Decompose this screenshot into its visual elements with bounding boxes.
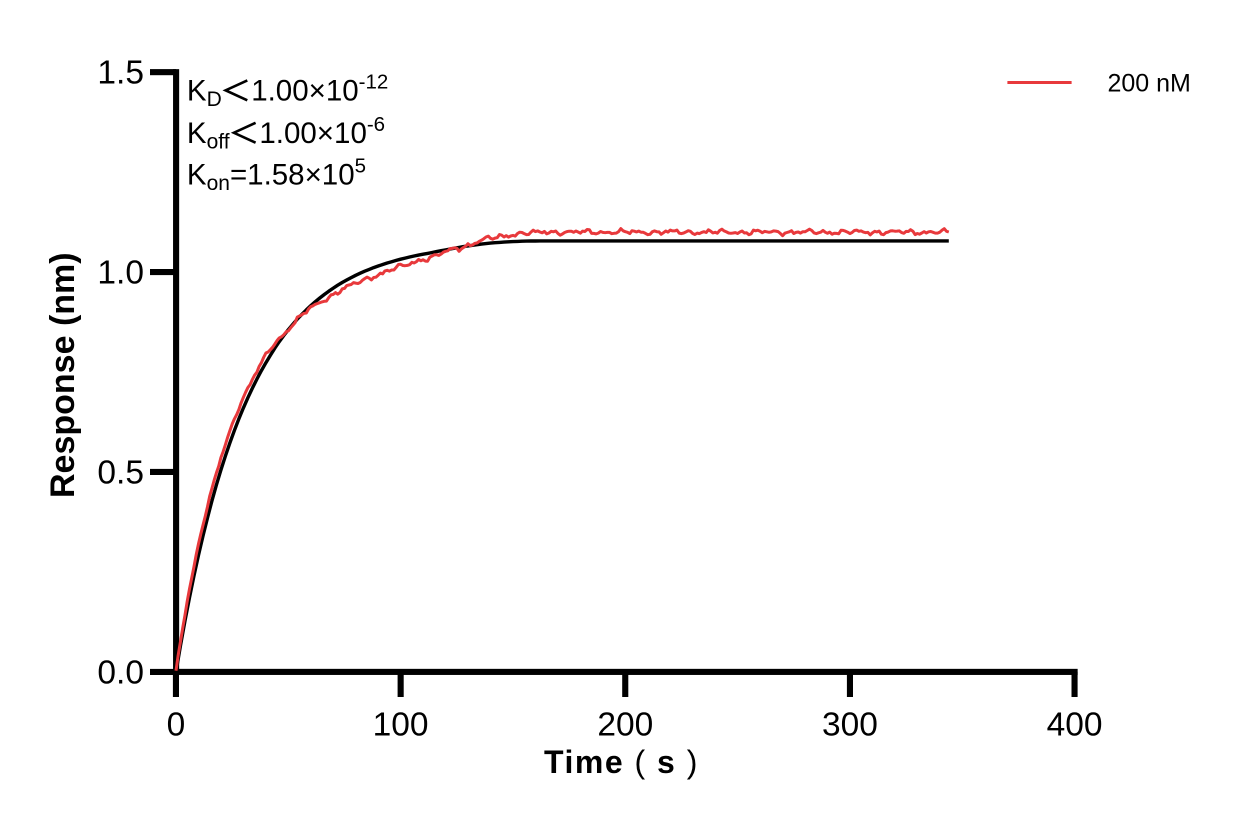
svg-text:300: 300 <box>822 707 878 744</box>
svg-text:200 nM: 200 nM <box>1108 70 1191 98</box>
svg-text:400: 400 <box>1047 707 1103 744</box>
svg-text:200: 200 <box>597 707 653 744</box>
svg-text:0.0: 0.0 <box>97 654 144 691</box>
svg-text:1.0: 1.0 <box>97 255 144 292</box>
svg-text:1.5: 1.5 <box>97 55 144 92</box>
svg-text:Time ( s ): Time ( s ) <box>544 744 699 780</box>
svg-text:0.5: 0.5 <box>97 455 144 492</box>
svg-text:1.00×10-6: 1.00×10-6 <box>259 113 385 150</box>
svg-text:0: 0 <box>167 707 186 744</box>
svg-text:Kon=1.58×105: Kon=1.58×105 <box>187 155 366 196</box>
svg-text:Response (nm): Response (nm) <box>44 252 82 498</box>
svg-text:100: 100 <box>373 707 429 744</box>
